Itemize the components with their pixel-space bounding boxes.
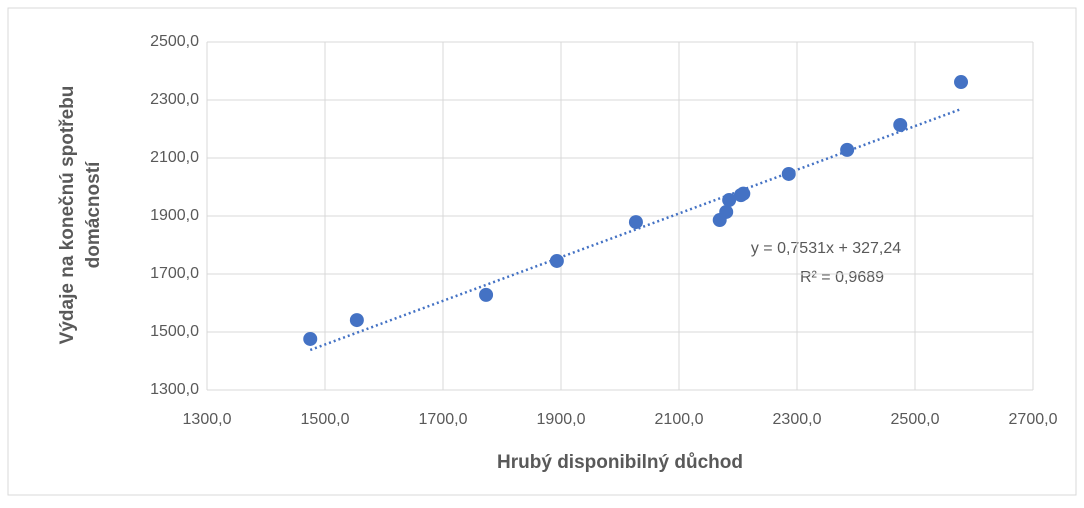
trend-equation: y = 0,7531x + 327,24 (751, 240, 901, 257)
point (781, 166, 796, 181)
x-tick-label: 1700,0 (419, 411, 468, 428)
y-tick-label: 1300,0 (150, 381, 199, 398)
x-tick-label: 1900,0 (537, 411, 586, 428)
y-tick-label: 1900,0 (150, 207, 199, 224)
point (549, 253, 564, 268)
y-tick-label: 2100,0 (150, 149, 199, 166)
point (840, 142, 855, 157)
y-axis-label: Výdaje na konečnú spotřebu (57, 86, 78, 345)
y-tick-label: 1500,0 (150, 323, 199, 340)
point (479, 287, 494, 302)
point (628, 215, 643, 230)
x-tick-label: 1500,0 (301, 411, 350, 428)
x-tick-label: 2100,0 (655, 411, 704, 428)
point (736, 186, 751, 201)
x-axis-label: Hrubý disponibilný důchod (497, 452, 743, 473)
y-tick-label: 2300,0 (150, 91, 199, 108)
chart-border (7, 7, 1077, 496)
y-tick-label: 2500,0 (150, 33, 199, 50)
x-tick-label: 1300,0 (183, 411, 232, 428)
point (719, 204, 734, 219)
trend-r2: R² = 0,9689 (800, 269, 884, 286)
point (954, 75, 969, 90)
x-tick-label: 2500,0 (891, 411, 940, 428)
trendline (309, 107, 962, 352)
point (303, 331, 318, 346)
point (722, 193, 737, 208)
x-tick-label: 2300,0 (773, 411, 822, 428)
y-axis-label: domácností (83, 161, 104, 268)
y-tick-label: 1700,0 (150, 265, 199, 282)
point (893, 117, 908, 132)
x-tick-label: 2700,0 (1009, 411, 1058, 428)
point (349, 313, 364, 328)
